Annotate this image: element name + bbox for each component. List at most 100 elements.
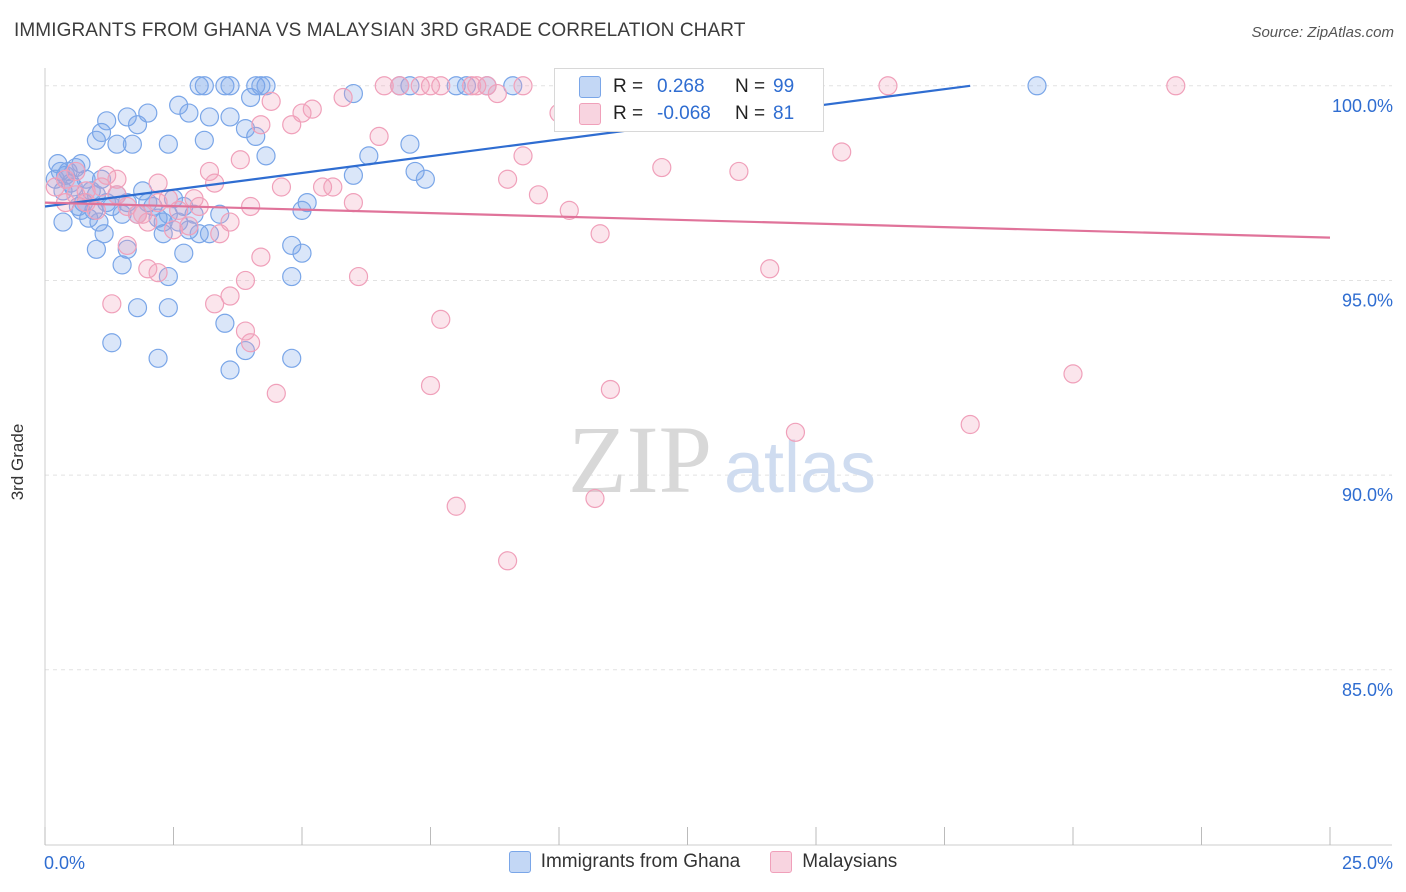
data-point (45, 177, 65, 197)
series-legend: Immigrants from Ghana Malaysians (0, 851, 1406, 873)
data-point (215, 76, 235, 96)
legend-item-ghana[interactable]: Immigrants from Ghana (508, 851, 740, 873)
data-point (415, 169, 435, 189)
data-point (235, 321, 256, 341)
data-point (107, 169, 127, 189)
data-point (94, 224, 114, 244)
data-point (446, 76, 466, 96)
n-value: 81 (773, 103, 795, 124)
data-point (282, 235, 302, 256)
data-point (148, 173, 168, 193)
data-point (66, 161, 86, 182)
data-point (122, 134, 142, 154)
legend-swatch-ghana (508, 851, 531, 873)
data-point (241, 333, 261, 353)
data-point (91, 177, 112, 197)
r-label: R = (613, 76, 644, 97)
data-point (194, 130, 214, 150)
data-point (48, 154, 68, 174)
data-point (420, 76, 441, 96)
data-point (498, 169, 518, 189)
watermark-atlas: atlas (724, 428, 876, 508)
data-point (86, 239, 107, 259)
chart-source: Source: ZipAtlas.com (1251, 24, 1394, 41)
data-point (169, 200, 189, 220)
data-point (89, 212, 109, 232)
data-point (205, 294, 225, 314)
data-point (1063, 364, 1083, 384)
data-point (153, 224, 173, 244)
data-point (878, 76, 898, 96)
data-point (410, 76, 430, 96)
data-point (158, 298, 178, 318)
data-point (400, 76, 420, 96)
axes (44, 68, 1392, 846)
y-tick-labels: 85.0% 90.0% 95.0% 100.0% (1332, 96, 1393, 700)
n-label: N = (735, 76, 766, 97)
r-value: -0.068 (657, 103, 711, 124)
data-point (138, 103, 158, 123)
data-point (179, 103, 199, 123)
legend-row-malaysians: R = -0.068 N = 81 (579, 102, 794, 126)
data-point (169, 95, 189, 115)
data-point (220, 360, 240, 380)
legend-item-malaysians[interactable]: Malaysians (770, 851, 897, 873)
data-point (163, 220, 184, 240)
r-value: 0.268 (657, 76, 705, 97)
data-point (148, 348, 168, 368)
series-ghana (45, 76, 1047, 380)
chart-title: IMMIGRANTS FROM GHANA VS MALAYSIAN 3RD G… (14, 20, 746, 41)
data-point (102, 294, 122, 314)
data-point (91, 122, 112, 143)
data-point (302, 99, 322, 119)
grid-lines (45, 85, 1392, 671)
data-point (760, 259, 780, 279)
data-point (261, 91, 281, 111)
data-point (138, 259, 158, 279)
data-point (133, 204, 153, 224)
data-point (585, 488, 605, 509)
data-point (456, 76, 477, 96)
data-point (215, 313, 235, 333)
data-point (148, 192, 168, 213)
data-point (528, 185, 549, 205)
data-point (343, 192, 363, 213)
data-point (102, 333, 122, 353)
data-point (292, 103, 312, 123)
data-point (487, 83, 507, 104)
data-point (420, 375, 441, 396)
data-point (343, 165, 363, 185)
data-point (158, 134, 178, 154)
data-point (333, 87, 353, 108)
legend-label-malaysians: Malaysians (802, 851, 898, 872)
data-point (76, 181, 96, 201)
data-point (266, 383, 286, 403)
data-point (246, 126, 266, 147)
data-point (559, 200, 579, 220)
data-point (785, 422, 806, 442)
data-point (220, 76, 240, 96)
data-point (97, 165, 117, 185)
data-point (189, 76, 209, 96)
y-tick-label: 100.0% (1332, 96, 1393, 116)
data-point (58, 161, 78, 182)
data-point (86, 200, 107, 220)
data-point (235, 270, 256, 291)
data-point (431, 309, 451, 329)
data-point (55, 169, 76, 189)
data-point (729, 161, 749, 182)
data-point (400, 134, 420, 154)
data-point (960, 414, 980, 435)
legend-row-ghana: R = 0.268 N = 99 (579, 75, 794, 99)
data-point (498, 551, 518, 571)
data-point (374, 76, 394, 96)
y-tick-label: 90.0% (1342, 485, 1393, 505)
data-point (246, 76, 266, 96)
data-point (590, 224, 610, 244)
data-point (220, 107, 240, 127)
data-point (1027, 76, 1047, 96)
data-point (230, 150, 250, 170)
x-tick-labels: 0.0% 25.0% (44, 853, 1393, 873)
data-point (503, 76, 523, 96)
